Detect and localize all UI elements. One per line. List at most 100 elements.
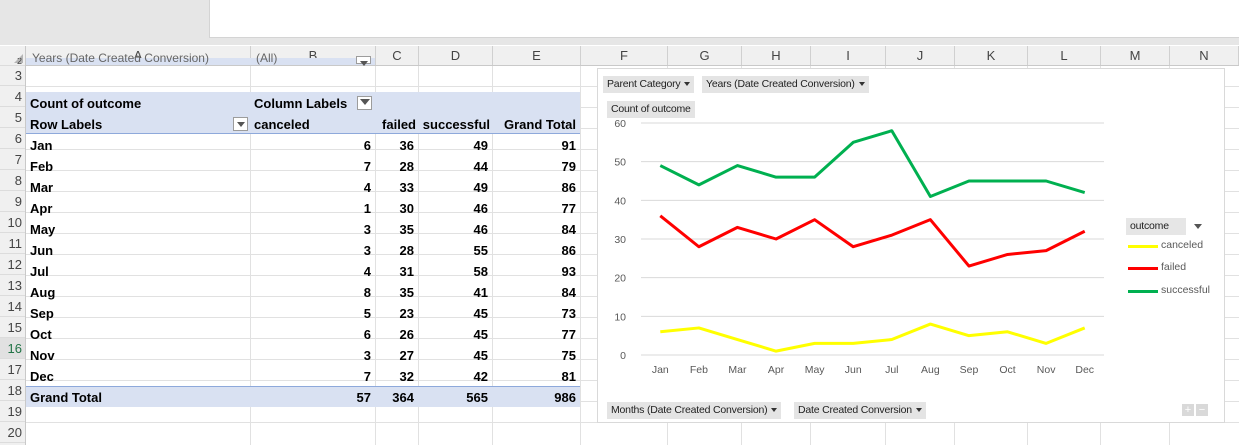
row-header[interactable]: 13 (0, 275, 25, 296)
cell-failed[interactable]: 33 (399, 180, 414, 195)
row-header[interactable]: 11 (0, 233, 25, 254)
cell-failed[interactable]: 23 (399, 306, 414, 321)
row-header[interactable]: 15 (0, 317, 25, 338)
cell-canceled[interactable]: 1 (363, 201, 371, 216)
row-header[interactable]: 12 (0, 254, 25, 275)
cell-grand-total[interactable]: 86 (561, 180, 576, 195)
cell-failed[interactable]: 30 (399, 201, 414, 216)
row-labels-dropdown-icon[interactable] (233, 117, 248, 131)
column-header-e[interactable]: E (493, 46, 581, 65)
column-header-h[interactable]: H (742, 46, 811, 65)
row-header[interactable]: 10 (0, 212, 25, 233)
months-axis-button[interactable]: Months (Date Created Conversion) (607, 402, 782, 419)
cell-canceled[interactable]: 3 (363, 348, 371, 363)
cell-successful[interactable]: 45 (473, 327, 488, 342)
cell-successful[interactable]: 49 (473, 138, 488, 153)
series-line-canceled[interactable] (660, 322, 1086, 353)
row-header[interactable]: 5 (0, 107, 25, 128)
cell-grand-total[interactable]: 79 (561, 159, 576, 174)
cell-grand-total[interactable]: 75 (561, 348, 576, 363)
expand-field-button[interactable]: + (1182, 404, 1194, 416)
total-grand-total[interactable]: 986 (554, 390, 576, 405)
cell-canceled[interactable]: 8 (363, 285, 371, 300)
pivot-chart[interactable]: Parent Category Years (Date Created Conv… (597, 68, 1225, 423)
row-header[interactable]: 2 (0, 58, 25, 66)
column-filter-icon[interactable] (357, 96, 372, 110)
cell-successful[interactable]: 58 (473, 264, 488, 279)
cell-grand-total[interactable]: 84 (561, 285, 576, 300)
total-successful[interactable]: 565 (466, 390, 488, 405)
legend-filter-icon[interactable] (1191, 220, 1206, 234)
cell-successful[interactable]: 41 (473, 285, 488, 300)
cell-canceled[interactable]: 6 (363, 138, 371, 153)
column-header-f[interactable]: F (581, 46, 668, 65)
column-header-m[interactable]: M (1101, 46, 1170, 65)
row-header[interactable]: 4 (0, 86, 25, 107)
column-header-i[interactable]: I (811, 46, 886, 65)
cell-successful[interactable]: 46 (473, 201, 488, 216)
row-header-selected[interactable]: 16 (0, 338, 25, 359)
cell-successful[interactable]: 55 (473, 243, 488, 258)
date-created-axis-button[interactable]: Date Created Conversion (794, 402, 926, 419)
series-line-failed[interactable] (659, 214, 1086, 268)
cell-canceled[interactable]: 5 (363, 306, 371, 321)
column-header-n[interactable]: N (1170, 46, 1239, 65)
cell-successful[interactable]: 49 (473, 180, 488, 195)
row-header[interactable]: 19 (0, 401, 25, 422)
cell-failed[interactable]: 32 (399, 369, 414, 384)
cell-successful[interactable]: 42 (473, 369, 488, 384)
cell-canceled[interactable]: 7 (363, 159, 371, 174)
cell-failed[interactable]: 35 (399, 285, 414, 300)
column-header-c[interactable]: C (376, 46, 419, 65)
cell-successful[interactable]: 46 (473, 222, 488, 237)
cell-successful[interactable]: 45 (473, 348, 488, 363)
column-header-j[interactable]: J (886, 46, 955, 65)
row-header[interactable]: 18 (0, 380, 25, 401)
total-canceled[interactable]: 57 (356, 390, 371, 405)
cell-failed[interactable]: 35 (399, 222, 414, 237)
cell-canceled[interactable]: 4 (363, 264, 371, 279)
column-header-a[interactable]: A (26, 46, 251, 65)
cell-successful[interactable]: 44 (473, 159, 488, 174)
row-header[interactable]: 7 (0, 149, 25, 170)
series-line-successful[interactable] (659, 129, 1086, 198)
cell-canceled[interactable]: 4 (363, 180, 371, 195)
cell-grand-total[interactable]: 93 (561, 264, 576, 279)
cell-canceled[interactable]: 7 (363, 369, 371, 384)
cell-grand-total[interactable]: 81 (561, 369, 576, 384)
column-header-g[interactable]: G (668, 46, 742, 65)
formula-input[interactable] (209, 0, 1239, 38)
parent-category-filter-button[interactable]: Parent Category (603, 76, 695, 93)
cell-grand-total[interactable]: 73 (561, 306, 576, 321)
cell-failed[interactable]: 28 (399, 159, 414, 174)
row-header[interactable]: 20 (0, 422, 25, 443)
column-header-k[interactable]: K (955, 46, 1028, 65)
cell-failed[interactable]: 36 (399, 138, 414, 153)
collapse-field-button[interactable]: − (1196, 404, 1208, 416)
cell-canceled[interactable]: 6 (363, 327, 371, 342)
cell-canceled[interactable]: 3 (363, 222, 371, 237)
row-header[interactable]: 17 (0, 359, 25, 380)
column-header-b[interactable]: B (251, 46, 376, 65)
value-field-button[interactable]: Count of outcome (607, 101, 695, 118)
cell-failed[interactable]: 27 (399, 348, 414, 363)
cell-grand-total[interactable]: 84 (561, 222, 576, 237)
cell-failed[interactable]: 28 (399, 243, 414, 258)
cell-successful[interactable]: 45 (473, 306, 488, 321)
cell-grand-total[interactable]: 91 (561, 138, 576, 153)
row-header[interactable]: 6 (0, 128, 25, 149)
cell-grand-total[interactable]: 77 (561, 327, 576, 342)
select-all-button[interactable] (0, 46, 26, 65)
cell-grand-total[interactable]: 77 (561, 201, 576, 216)
column-header-l[interactable]: L (1028, 46, 1101, 65)
row-header[interactable]: 3 (0, 65, 25, 86)
cell-failed[interactable]: 31 (399, 264, 414, 279)
row-header[interactable]: 14 (0, 296, 25, 317)
filter-dropdown-icon[interactable] (356, 56, 371, 66)
total-failed[interactable]: 364 (392, 390, 414, 405)
row-header[interactable]: 8 (0, 170, 25, 191)
cell-canceled[interactable]: 3 (363, 243, 371, 258)
column-header-d[interactable]: D (419, 46, 493, 65)
cell-grand-total[interactable]: 86 (561, 243, 576, 258)
row-header[interactable]: 9 (0, 191, 25, 212)
